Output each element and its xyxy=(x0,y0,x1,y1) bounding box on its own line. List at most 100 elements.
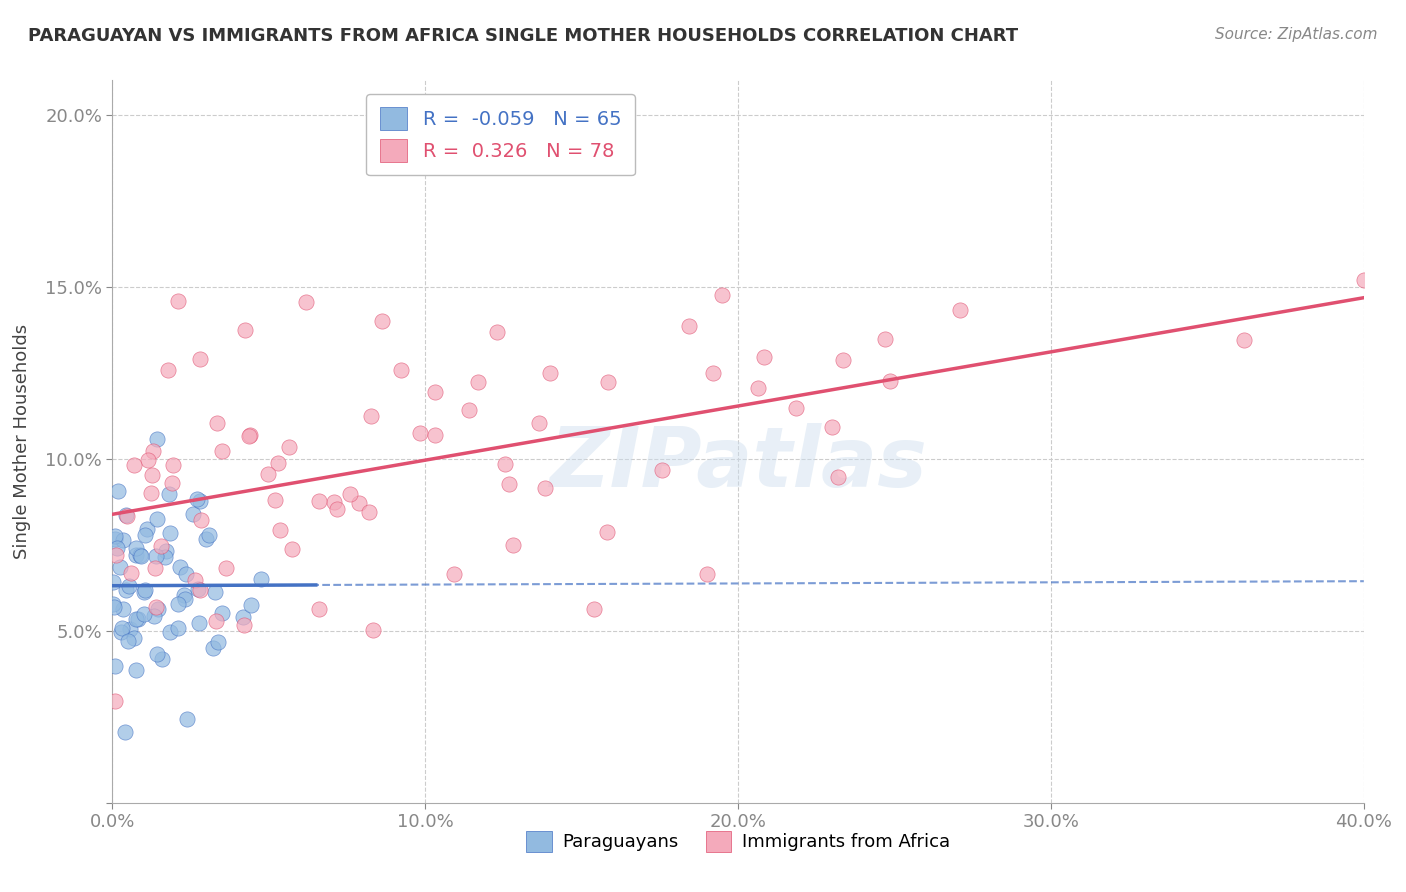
Point xyxy=(204,614,226,628)
Point xyxy=(827,470,849,484)
Point xyxy=(157,487,180,501)
Point xyxy=(190,513,212,527)
Point xyxy=(232,618,254,632)
Point xyxy=(361,623,384,637)
Point xyxy=(118,579,141,593)
Point xyxy=(498,477,520,491)
Point xyxy=(1353,272,1375,286)
Point xyxy=(339,486,361,500)
Point xyxy=(295,295,318,310)
Point xyxy=(112,602,135,616)
Point xyxy=(238,429,260,443)
Point xyxy=(104,528,127,542)
Point xyxy=(132,607,155,622)
Point xyxy=(104,694,127,708)
Point xyxy=(146,512,169,526)
Point xyxy=(124,541,146,555)
Point xyxy=(169,560,191,574)
Point xyxy=(754,350,776,364)
Point xyxy=(107,483,129,498)
Point xyxy=(281,542,304,557)
Point xyxy=(583,602,606,616)
Point xyxy=(134,583,156,598)
Point xyxy=(250,572,273,586)
Point xyxy=(326,502,349,516)
Point xyxy=(146,432,169,446)
Point xyxy=(135,522,157,536)
Point xyxy=(174,566,197,581)
Point xyxy=(269,523,291,537)
Point xyxy=(173,588,195,602)
Point xyxy=(141,467,163,482)
Point xyxy=(145,647,167,661)
Point xyxy=(357,505,380,519)
Point xyxy=(215,561,238,575)
Point xyxy=(702,367,724,381)
Point xyxy=(485,325,508,339)
Point xyxy=(264,492,287,507)
Point xyxy=(879,375,901,389)
Point xyxy=(527,416,550,430)
Point xyxy=(831,352,853,367)
Point xyxy=(117,634,139,648)
Point xyxy=(150,652,173,666)
Point xyxy=(159,525,181,540)
Point xyxy=(142,443,165,458)
Point xyxy=(747,381,769,395)
Point xyxy=(267,455,290,469)
Point xyxy=(239,598,262,612)
Point xyxy=(155,544,177,558)
Point xyxy=(118,622,141,636)
Point xyxy=(125,548,148,562)
Point xyxy=(173,591,195,606)
Point xyxy=(494,457,516,471)
Point xyxy=(143,609,166,624)
Point xyxy=(184,573,207,587)
Point xyxy=(1233,333,1256,347)
Point xyxy=(145,549,167,563)
Point xyxy=(188,494,211,508)
Point xyxy=(176,712,198,726)
Point xyxy=(114,725,136,739)
Point xyxy=(187,615,209,630)
Point xyxy=(409,426,432,441)
Point xyxy=(183,508,205,522)
Legend: Paraguayans, Immigrants from Africa: Paraguayans, Immigrants from Africa xyxy=(519,823,957,859)
Point xyxy=(785,401,807,415)
Point xyxy=(167,621,190,635)
Point xyxy=(277,440,299,454)
Point xyxy=(114,582,136,597)
Point xyxy=(502,538,524,552)
Point xyxy=(821,419,844,434)
Point xyxy=(190,351,212,366)
Point xyxy=(211,607,233,621)
Point xyxy=(204,584,226,599)
Point xyxy=(136,453,159,467)
Point xyxy=(239,427,262,442)
Point xyxy=(232,609,254,624)
Point xyxy=(467,375,489,389)
Point xyxy=(139,486,162,500)
Point xyxy=(129,549,152,563)
Point xyxy=(323,495,346,509)
Point xyxy=(875,332,897,346)
Point xyxy=(103,597,125,611)
Point xyxy=(186,582,208,596)
Point xyxy=(117,508,139,523)
Point xyxy=(534,482,557,496)
Point xyxy=(134,528,156,542)
Point xyxy=(190,583,212,598)
Point xyxy=(650,462,672,476)
Text: Source: ZipAtlas.com: Source: ZipAtlas.com xyxy=(1215,27,1378,42)
Point xyxy=(145,599,167,614)
Point xyxy=(201,640,224,655)
Point xyxy=(233,323,256,337)
Point xyxy=(166,293,188,308)
Point xyxy=(105,541,128,556)
Point xyxy=(198,528,221,542)
Point xyxy=(678,318,700,333)
Point xyxy=(160,476,183,491)
Point xyxy=(153,550,176,565)
Text: ZIPatlas: ZIPatlas xyxy=(550,423,927,504)
Point xyxy=(104,658,127,673)
